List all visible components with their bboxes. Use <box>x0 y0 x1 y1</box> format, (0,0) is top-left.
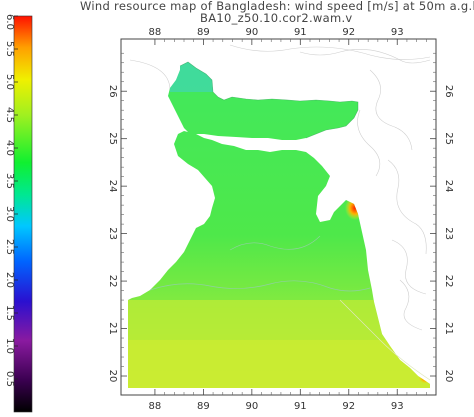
colorbar-tick-label: 1.0 <box>4 338 15 354</box>
colorbar-tick-label: 0.5 <box>4 371 15 387</box>
x-tick-label-bottom: 90 <box>245 401 258 412</box>
colorbar-tick-label: 5.0 <box>4 74 15 90</box>
y-tick-label-left: 22 <box>107 275 118 288</box>
y-tick-label-right: 25 <box>443 132 454 145</box>
x-tick-label-top: 92 <box>342 27 355 38</box>
x-tick-label-bottom: 89 <box>197 401 210 412</box>
x-tick-label-top: 88 <box>149 27 162 38</box>
colorbar-tick-label: 3.0 <box>4 206 15 222</box>
x-tick-label-top: 91 <box>294 27 307 38</box>
y-tick-label-right: 26 <box>443 85 454 98</box>
terrain-contours <box>129 44 431 331</box>
colorbar-tick-label: 5.5 <box>4 41 15 57</box>
y-tick-label-right: 21 <box>443 322 454 335</box>
colorbar-tick-label: 4.5 <box>4 107 15 123</box>
y-tick-label-right: 23 <box>443 227 454 240</box>
y-tick-label-left: 26 <box>107 85 118 98</box>
y-tick-label-left: 21 <box>107 322 118 335</box>
y-tick-label-left: 23 <box>107 227 118 240</box>
y-tick-label-left: 24 <box>107 180 118 193</box>
x-axis: 88 88 89 89 90 90 91 91 92 92 93 93 <box>149 27 427 412</box>
x-tick-label-bottom: 92 <box>342 401 355 412</box>
y-tick-label-right: 24 <box>443 180 454 193</box>
colorbar-tick-label: 6.0 <box>4 14 15 30</box>
x-tick-label-top: 89 <box>197 27 210 38</box>
colorbar: 0.5 1.0 1.5 2.0 2.5 3.0 3.5 4.0 4.5 5.0 5.5 6.0 <box>4 14 33 413</box>
map-title-line1: Wind resource map of Bangladesh: wind sp… <box>80 0 474 13</box>
y-tick-label-right: 22 <box>443 275 454 288</box>
colorbar-tick-label: 3.5 <box>4 173 15 189</box>
x-tick-label-bottom: 91 <box>294 401 307 412</box>
y-tick-label-right: 20 <box>443 370 454 383</box>
x-tick-label-top: 90 <box>245 27 258 38</box>
x-tick-label-bottom: 93 <box>391 401 404 412</box>
x-tick-label-bottom: 88 <box>149 401 162 412</box>
colorbar-tick-label: 2.5 <box>4 239 15 255</box>
colorbar-tick-label: 4.0 <box>4 140 15 156</box>
colorbar-tick-label: 2.0 <box>4 272 15 288</box>
y-tick-label-left: 25 <box>107 132 118 145</box>
x-tick-label-top: 93 <box>391 27 404 38</box>
y-axis: 20 20 21 21 22 22 23 23 24 24 25 25 26 26 <box>107 52 454 383</box>
y-tick-label-left: 20 <box>107 370 118 383</box>
map-title-line2: BA10_z50.10.cor2.wam.v <box>200 11 353 25</box>
colorbar-tick-label: 1.5 <box>4 305 15 321</box>
